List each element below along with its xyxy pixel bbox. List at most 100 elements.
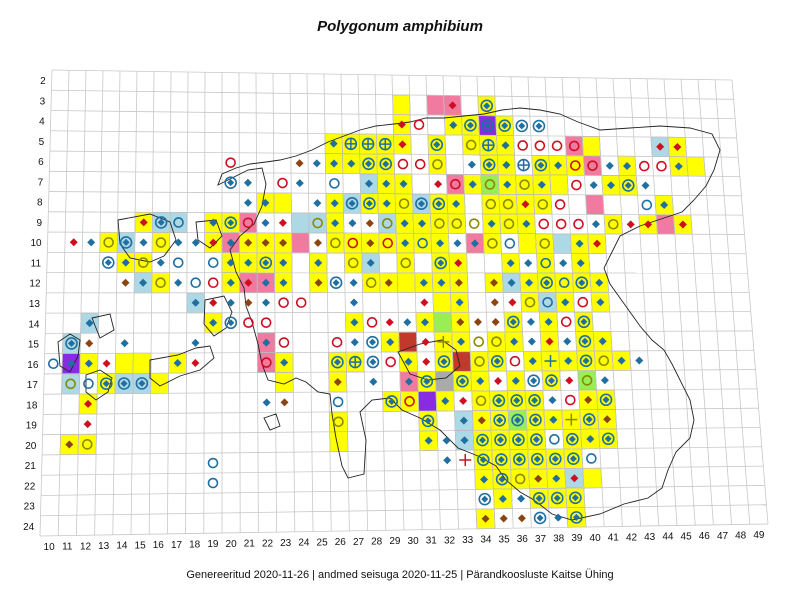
ring-marker — [638, 160, 650, 172]
map-title: Polygonum amphibium — [317, 18, 483, 35]
diamond-marker — [329, 139, 338, 148]
grid-cell-yellow — [343, 252, 363, 274]
diamond-marker — [456, 318, 465, 327]
ring-marker — [512, 453, 526, 466]
ring-marker — [172, 257, 184, 268]
grid-cell-yellow — [549, 174, 569, 196]
grid-cell-light-green — [433, 311, 453, 333]
ring-marker — [432, 197, 446, 211]
diamond-marker — [496, 436, 504, 444]
diamond-marker — [589, 181, 598, 190]
diamond-marker — [644, 220, 653, 229]
diamond-marker — [598, 337, 607, 346]
diamond-marker — [382, 160, 390, 168]
diamond-marker — [549, 415, 558, 424]
ring-marker — [420, 375, 434, 388]
diamond-marker — [398, 140, 407, 149]
diamond-marker — [441, 397, 450, 406]
diamond-marker — [448, 101, 457, 110]
ring-marker — [511, 413, 524, 427]
diamond-marker — [227, 179, 235, 187]
ring-marker — [207, 457, 219, 469]
grid-line-horizontal — [46, 291, 750, 294]
ring-marker — [524, 297, 536, 308]
diamond-marker — [479, 456, 487, 464]
grid-cell-yellow — [581, 136, 601, 157]
diamond-marker — [121, 258, 130, 267]
diamond-marker — [386, 338, 395, 347]
diamond-marker — [405, 377, 414, 386]
ring-marker — [538, 218, 550, 230]
grid-cell-yellow — [428, 154, 447, 175]
grid-line-vertical — [340, 74, 350, 531]
ring-marker — [534, 140, 546, 151]
diamond-marker — [67, 359, 76, 368]
grid-cell-yellow — [486, 331, 506, 352]
ring-marker — [621, 179, 635, 192]
ring-marker — [99, 377, 113, 390]
ring-marker — [504, 238, 516, 249]
diamond-marker — [244, 238, 253, 247]
grid-line-vertical — [167, 71, 172, 534]
diamond-marker — [535, 494, 543, 502]
col-label: 49 — [753, 530, 765, 541]
row-label: 2 — [40, 76, 46, 87]
ring-marker — [261, 357, 272, 368]
diamond-marker — [261, 278, 270, 287]
grid-line-horizontal — [50, 110, 736, 120]
ring-marker — [491, 336, 502, 347]
grid-cell-light-blue — [377, 213, 397, 234]
ring-marker — [312, 217, 323, 229]
row-label: 6 — [38, 157, 44, 168]
diamond-marker — [350, 298, 359, 307]
diamond-marker — [102, 359, 111, 368]
ring-marker — [225, 157, 236, 168]
diamond-marker — [537, 161, 545, 169]
diamond-marker — [399, 179, 408, 188]
diamond-marker — [561, 298, 570, 307]
col-label: 26 — [335, 537, 347, 548]
ring-marker — [476, 453, 490, 467]
diamond-marker — [490, 278, 499, 287]
diamond-marker — [485, 161, 493, 169]
ring-marker — [478, 492, 492, 506]
diamond-marker — [422, 357, 431, 366]
grid-cell-yellow — [134, 252, 153, 273]
grid-line-vertical — [289, 73, 296, 532]
ring-marker — [365, 277, 377, 289]
axis-labels: 2345678910111213141516171819202122232410… — [23, 76, 765, 553]
ring-marker — [498, 119, 511, 132]
ring-marker — [533, 511, 547, 525]
diamond-marker — [421, 337, 430, 346]
row-label: 14 — [28, 319, 40, 330]
row-label: 19 — [26, 421, 38, 432]
grid-cell-yellow — [461, 134, 481, 156]
row-label: 18 — [26, 400, 38, 411]
diamond-marker — [244, 298, 253, 307]
ring-marker — [578, 334, 592, 348]
ring-marker — [173, 217, 184, 228]
ring-marker — [207, 257, 219, 268]
row-label: 20 — [25, 441, 37, 452]
diamond-marker — [424, 436, 433, 445]
col-label: 17 — [171, 540, 183, 551]
grid-line-horizontal — [47, 251, 747, 255]
diamond-marker — [553, 494, 561, 502]
diamond-marker — [243, 178, 252, 187]
diamond-marker — [333, 358, 341, 366]
diamond-marker — [84, 399, 93, 408]
diamond-marker — [365, 219, 374, 228]
ring-marker — [385, 395, 398, 408]
col-label: 34 — [480, 535, 492, 546]
grid-line-horizontal — [49, 150, 739, 158]
grid-line-horizontal — [44, 369, 756, 375]
diamond-marker — [418, 219, 427, 228]
ring-marker — [571, 179, 582, 191]
diamond-marker — [565, 376, 574, 385]
grid-cell-yellow — [77, 433, 97, 455]
ring-marker — [510, 394, 524, 407]
diamond-marker — [365, 160, 373, 168]
diamond-marker — [421, 318, 430, 327]
col-label: 22 — [262, 538, 274, 549]
grid-line-horizontal — [41, 484, 765, 496]
